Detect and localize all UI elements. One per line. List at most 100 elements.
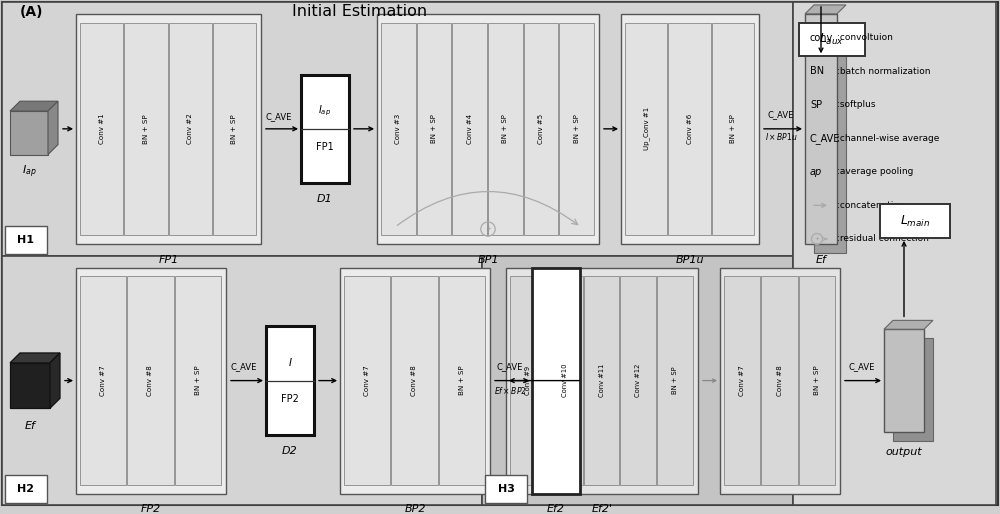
Polygon shape — [10, 363, 50, 408]
FancyBboxPatch shape — [761, 277, 798, 485]
Text: Conv #7: Conv #7 — [364, 365, 370, 396]
FancyBboxPatch shape — [80, 277, 126, 485]
Text: Initial Estimation: Initial Estimation — [292, 4, 428, 20]
Text: Conv #10: Conv #10 — [562, 364, 568, 397]
Text: Ef2: Ef2 — [547, 504, 565, 514]
FancyBboxPatch shape — [76, 14, 261, 244]
Text: H1: H1 — [18, 235, 34, 245]
Polygon shape — [814, 23, 846, 253]
FancyBboxPatch shape — [266, 326, 314, 435]
Text: BN + SP: BN + SP — [730, 115, 736, 143]
Text: FP2: FP2 — [281, 394, 299, 404]
FancyBboxPatch shape — [344, 277, 390, 485]
Polygon shape — [48, 101, 58, 155]
Polygon shape — [893, 338, 933, 441]
FancyBboxPatch shape — [2, 255, 482, 505]
Text: :average pooling: :average pooling — [837, 167, 913, 176]
FancyBboxPatch shape — [439, 277, 485, 485]
Text: BN + SP: BN + SP — [672, 367, 678, 394]
Text: Ef: Ef — [25, 421, 35, 431]
Text: $I_{ap}$: $I_{ap}$ — [22, 164, 36, 180]
FancyBboxPatch shape — [510, 277, 546, 485]
FancyBboxPatch shape — [712, 23, 754, 235]
Text: Conv #2: Conv #2 — [187, 114, 193, 144]
FancyBboxPatch shape — [168, 23, 212, 235]
FancyBboxPatch shape — [547, 277, 583, 485]
Text: H2: H2 — [18, 484, 34, 494]
Text: BN + SP: BN + SP — [431, 115, 437, 143]
FancyBboxPatch shape — [301, 75, 349, 183]
Text: Up_Conv #1: Up_Conv #1 — [643, 107, 650, 151]
Text: C_AVE: C_AVE — [810, 133, 840, 144]
FancyBboxPatch shape — [584, 277, 619, 485]
Text: SP: SP — [810, 100, 822, 109]
Text: :residual connection: :residual connection — [837, 234, 929, 244]
Text: BN + SP: BN + SP — [195, 366, 201, 395]
Text: Conv #9: Conv #9 — [525, 366, 531, 395]
FancyBboxPatch shape — [621, 14, 759, 244]
Polygon shape — [805, 5, 846, 14]
FancyBboxPatch shape — [213, 23, 256, 235]
Text: D2: D2 — [282, 446, 298, 456]
FancyBboxPatch shape — [720, 268, 840, 493]
Text: :batch normalization: :batch normalization — [837, 67, 930, 76]
FancyBboxPatch shape — [559, 23, 594, 235]
FancyBboxPatch shape — [482, 255, 793, 505]
Text: BN + SP: BN + SP — [459, 366, 465, 395]
FancyBboxPatch shape — [76, 268, 226, 493]
Text: Conv #8: Conv #8 — [776, 365, 782, 396]
Text: $L_{main}$: $L_{main}$ — [900, 214, 930, 229]
Text: H3: H3 — [498, 484, 514, 494]
Text: conv: conv — [810, 32, 833, 43]
Text: BN + SP: BN + SP — [231, 114, 237, 143]
Text: Conv #12: Conv #12 — [635, 364, 641, 397]
Polygon shape — [10, 353, 60, 363]
Text: Conv #1: Conv #1 — [99, 114, 105, 144]
FancyBboxPatch shape — [793, 2, 996, 505]
FancyBboxPatch shape — [377, 14, 599, 244]
FancyBboxPatch shape — [488, 23, 523, 235]
Text: BP1u: BP1u — [676, 254, 704, 265]
FancyBboxPatch shape — [880, 205, 950, 238]
Text: +: + — [485, 226, 491, 232]
Text: FP1: FP1 — [316, 142, 334, 152]
Polygon shape — [10, 101, 58, 111]
FancyBboxPatch shape — [532, 268, 580, 493]
FancyBboxPatch shape — [127, 277, 174, 485]
Text: Ef2': Ef2' — [592, 504, 612, 514]
Polygon shape — [884, 320, 933, 329]
Text: C_AVE: C_AVE — [497, 362, 523, 371]
Text: Conv #8: Conv #8 — [412, 365, 417, 396]
Text: ap: ap — [810, 167, 822, 177]
Text: BN + SP: BN + SP — [143, 114, 149, 143]
FancyBboxPatch shape — [799, 23, 865, 56]
Text: $I \times BP1u$: $I \times BP1u$ — [765, 131, 797, 142]
Text: C_AVE: C_AVE — [768, 111, 794, 120]
FancyBboxPatch shape — [2, 2, 998, 505]
Text: +: + — [814, 236, 820, 242]
FancyBboxPatch shape — [417, 23, 451, 235]
FancyBboxPatch shape — [80, 23, 123, 235]
Text: Conv #6: Conv #6 — [686, 114, 692, 144]
Polygon shape — [50, 353, 60, 408]
Text: Ef: Ef — [816, 254, 826, 265]
FancyBboxPatch shape — [625, 23, 667, 235]
FancyBboxPatch shape — [340, 268, 490, 493]
Text: $I$: $I$ — [288, 356, 292, 368]
Text: BN + SP: BN + SP — [502, 115, 508, 143]
Text: $I_{ap}$: $I_{ap}$ — [318, 103, 332, 118]
FancyBboxPatch shape — [668, 23, 711, 235]
Text: Conv #8: Conv #8 — [148, 365, 154, 396]
Polygon shape — [884, 329, 924, 432]
Text: BP1: BP1 — [477, 254, 499, 265]
FancyBboxPatch shape — [5, 226, 47, 254]
FancyBboxPatch shape — [391, 277, 438, 485]
Text: BN + SP: BN + SP — [814, 366, 820, 395]
Text: C_AVE: C_AVE — [849, 362, 875, 371]
FancyBboxPatch shape — [5, 475, 47, 503]
Text: Conv #7: Conv #7 — [100, 365, 106, 396]
FancyBboxPatch shape — [524, 23, 558, 235]
Text: :concatenation: :concatenation — [837, 201, 905, 210]
Text: Conv #3: Conv #3 — [395, 114, 401, 144]
Text: output: output — [886, 447, 922, 456]
